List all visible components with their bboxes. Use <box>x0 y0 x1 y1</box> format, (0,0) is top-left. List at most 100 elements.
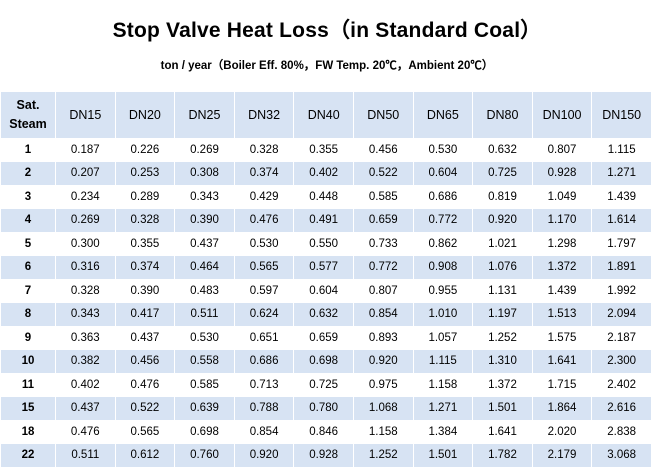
value-cell: 0.854 <box>353 302 414 326</box>
value-cell: 0.920 <box>353 349 414 373</box>
value-cell: 0.328 <box>55 279 116 303</box>
value-cell: 0.511 <box>174 302 235 326</box>
column-header: DN25 <box>174 92 235 138</box>
value-cell: 1.439 <box>591 185 652 209</box>
table-row: 22 0.511 0.612 0.760 0.920 0.928 1.252 1.501 1.7… <box>1 443 652 467</box>
value-cell: 0.698 <box>293 349 354 373</box>
value-cell: 1.271 <box>591 161 652 185</box>
value-cell: 2.300 <box>591 349 652 373</box>
value-cell: 1.372 <box>472 373 533 397</box>
value-cell: 0.585 <box>353 185 414 209</box>
value-cell: 0.686 <box>413 185 474 209</box>
value-cell: 0.612 <box>115 443 176 467</box>
value-cell: 0.476 <box>115 373 176 397</box>
row-pressure-cell: 10 <box>1 349 56 373</box>
column-header: DN20 <box>115 92 176 138</box>
row-pressure-cell: 11 <box>1 373 56 397</box>
table-row: 18 0.476 0.565 0.698 0.854 0.846 1.158 1.384 1.6… <box>1 420 652 444</box>
value-cell: 0.807 <box>353 279 414 303</box>
value-cell: 1.021 <box>472 232 533 256</box>
value-cell: 0.550 <box>293 232 354 256</box>
table-row: 9 0.363 0.437 0.530 0.651 0.659 0.893 1.057 1.25… <box>1 326 652 350</box>
value-cell: 0.402 <box>293 161 354 185</box>
value-cell: 0.382 <box>55 349 116 373</box>
table-row: 1 0.187 0.226 0.269 0.328 0.355 0.456 0.530 0.63… <box>1 138 652 162</box>
column-header: DN32 <box>234 92 295 138</box>
value-cell: 0.374 <box>115 255 176 279</box>
value-cell: 0.456 <box>353 138 414 162</box>
table-row: 3 0.234 0.289 0.343 0.429 0.448 0.585 0.686 0.81… <box>1 185 652 209</box>
value-cell: 0.772 <box>353 255 414 279</box>
value-cell: 1.010 <box>413 302 474 326</box>
value-cell: 0.343 <box>174 185 235 209</box>
header-sat-steam: Sat. Steam <box>1 92 56 138</box>
value-cell: 0.577 <box>293 255 354 279</box>
column-header: DN150 <box>591 92 652 138</box>
value-cell: 0.604 <box>413 161 474 185</box>
row-pressure-cell: 18 <box>1 420 56 444</box>
value-cell: 1.782 <box>472 443 533 467</box>
value-cell: 0.476 <box>55 420 116 444</box>
header-sat-label: Sat. <box>16 98 40 112</box>
value-cell: 0.760 <box>174 443 235 467</box>
value-cell: 0.698 <box>174 420 235 444</box>
value-cell: 0.374 <box>234 161 295 185</box>
value-cell: 1.158 <box>353 420 414 444</box>
value-cell: 1.115 <box>591 138 652 162</box>
value-cell: 1.252 <box>353 443 414 467</box>
value-cell: 0.483 <box>174 279 235 303</box>
value-cell: 0.289 <box>115 185 176 209</box>
row-pressure-cell: 6 <box>1 255 56 279</box>
value-cell: 0.390 <box>174 208 235 232</box>
value-cell: 0.854 <box>234 420 295 444</box>
table-subtitle: ton / year（Boiler Eff. 80%，FW Temp. 20℃，… <box>160 60 494 72</box>
table-row: 8 0.343 0.417 0.511 0.624 0.632 0.854 1.010 1.19… <box>1 302 652 326</box>
value-cell: 0.846 <box>293 420 354 444</box>
value-cell: 0.772 <box>413 208 474 232</box>
value-cell: 0.355 <box>293 138 354 162</box>
value-cell: 0.464 <box>174 255 235 279</box>
column-header: DN15 <box>55 92 116 138</box>
value-cell: 2.838 <box>591 420 652 444</box>
value-cell: 1.641 <box>472 420 533 444</box>
value-cell: 0.530 <box>234 232 295 256</box>
value-cell: 0.624 <box>234 302 295 326</box>
row-pressure-cell: 5 <box>1 232 56 256</box>
value-cell: 0.893 <box>353 326 414 350</box>
value-cell: 0.807 <box>532 138 593 162</box>
value-cell: 0.187 <box>55 138 116 162</box>
value-cell: 0.686 <box>234 349 295 373</box>
table-title: Stop Valve Heat Loss（in Standard Coal） <box>112 19 542 42</box>
table-row: 11 0.402 0.476 0.585 0.713 0.725 0.975 1.158 1.3… <box>1 373 652 397</box>
value-cell: 1.891 <box>591 255 652 279</box>
value-cell: 1.501 <box>413 443 474 467</box>
value-cell: 1.513 <box>532 302 593 326</box>
value-cell: 1.797 <box>591 232 652 256</box>
row-pressure-cell: 15 <box>1 396 56 420</box>
header-steam-label: Steam <box>9 117 47 131</box>
value-cell: 0.725 <box>293 373 354 397</box>
value-cell: 0.269 <box>55 208 116 232</box>
value-cell: 0.565 <box>234 255 295 279</box>
value-cell: 2.187 <box>591 326 652 350</box>
value-cell: 0.269 <box>174 138 235 162</box>
value-cell: 0.448 <box>293 185 354 209</box>
row-pressure-cell: 8 <box>1 302 56 326</box>
value-cell: 0.632 <box>472 138 533 162</box>
value-cell: 0.659 <box>353 208 414 232</box>
value-cell: 0.363 <box>55 326 116 350</box>
value-cell: 0.639 <box>174 396 235 420</box>
value-cell: 0.530 <box>174 326 235 350</box>
value-cell: 0.355 <box>115 232 176 256</box>
value-cell: 0.234 <box>55 185 116 209</box>
table-row: 6 0.316 0.374 0.464 0.565 0.577 0.772 0.908 1.07… <box>1 255 652 279</box>
value-cell: 1.252 <box>472 326 533 350</box>
table-row: 15 0.437 0.522 0.639 0.788 0.780 1.068 1.271 1.5… <box>1 396 652 420</box>
value-cell: 1.068 <box>353 396 414 420</box>
value-cell: 0.456 <box>115 349 176 373</box>
value-cell: 0.713 <box>234 373 295 397</box>
value-cell: 0.328 <box>115 208 176 232</box>
column-header: DN65 <box>413 92 474 138</box>
value-cell: 0.975 <box>353 373 414 397</box>
row-pressure-cell: 7 <box>1 279 56 303</box>
